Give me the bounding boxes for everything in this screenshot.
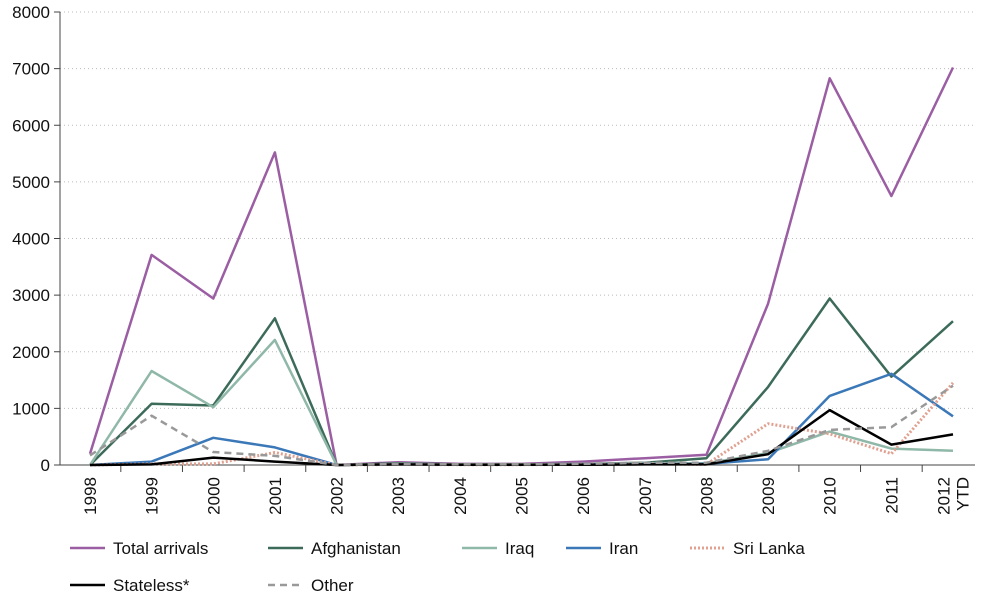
legend-item-afghanistan: Afghanistan bbox=[268, 539, 401, 558]
legend-item-iran: Iran bbox=[566, 539, 638, 558]
x-tick-label: 2000 bbox=[204, 477, 223, 515]
series-line-afghanistan bbox=[89, 297, 954, 467]
legend-label: Other bbox=[311, 576, 354, 595]
legend-item-stateless: Stateless* bbox=[70, 576, 190, 595]
legend-item-iraq: Iraq bbox=[462, 539, 534, 558]
legend-label: Afghanistan bbox=[311, 539, 401, 558]
x-tick-label: 2003 bbox=[389, 477, 408, 515]
y-tick-label: 1000 bbox=[12, 399, 50, 418]
x-tick-label: 1998 bbox=[81, 477, 100, 515]
x-tick-label: 2010 bbox=[821, 477, 840, 515]
legend-label: Sri Lanka bbox=[733, 539, 805, 558]
y-tick-label: 5000 bbox=[12, 173, 50, 192]
legend-item-total-arrivals: Total arrivals bbox=[70, 539, 208, 558]
x-tick-label: 2001 bbox=[266, 477, 285, 515]
x-tick-label: 1999 bbox=[143, 477, 162, 515]
legend-label: Iran bbox=[609, 539, 638, 558]
x-tick-label: 2011 bbox=[882, 477, 901, 514]
series-line-other bbox=[89, 384, 954, 467]
x-tick-label: 2005 bbox=[513, 477, 532, 515]
x-axis: 1998 1999 2000 2001 2002 2003 2004 2005 2006 2007… bbox=[60, 464, 975, 515]
y-axis: 0 1000 2000 3000 4000 5000 6000 7000 8000 bbox=[12, 3, 61, 475]
x-tick-label: 2002 bbox=[328, 477, 347, 515]
y-tick-label: 8000 bbox=[12, 3, 50, 22]
gridlines bbox=[60, 11, 975, 409]
x-tick-label: 2009 bbox=[759, 477, 778, 515]
legend: Total arrivals Afghanistan Iraq Iran Sri Lan… bbox=[70, 539, 805, 595]
x-tick-label: 2012 bbox=[935, 477, 954, 515]
legend-label: Iraq bbox=[505, 539, 534, 558]
y-tick-label: 6000 bbox=[12, 116, 50, 135]
series-line-stateless bbox=[89, 408, 954, 467]
y-tick-label: 2000 bbox=[12, 343, 50, 362]
y-tick-label: 4000 bbox=[12, 230, 50, 249]
series-lines bbox=[88, 66, 955, 467]
legend-label: Total arrivals bbox=[113, 539, 208, 558]
series-line-total-arrivals bbox=[88, 66, 955, 467]
x-tick-label: 2007 bbox=[636, 477, 655, 515]
y-tick-label: 7000 bbox=[12, 60, 50, 79]
legend-label: Stateless* bbox=[113, 576, 190, 595]
x-tick-label: YTD bbox=[954, 477, 973, 511]
x-tick-label: 2006 bbox=[574, 477, 593, 515]
legend-item-sri-lanka: Sri Lanka bbox=[690, 539, 805, 558]
y-tick-label: 0 bbox=[41, 456, 50, 475]
x-tick-label: 2008 bbox=[697, 477, 716, 515]
y-tick-label: 3000 bbox=[12, 286, 50, 305]
legend-item-other: Other bbox=[268, 576, 354, 595]
x-tick-label: 2004 bbox=[451, 477, 470, 515]
